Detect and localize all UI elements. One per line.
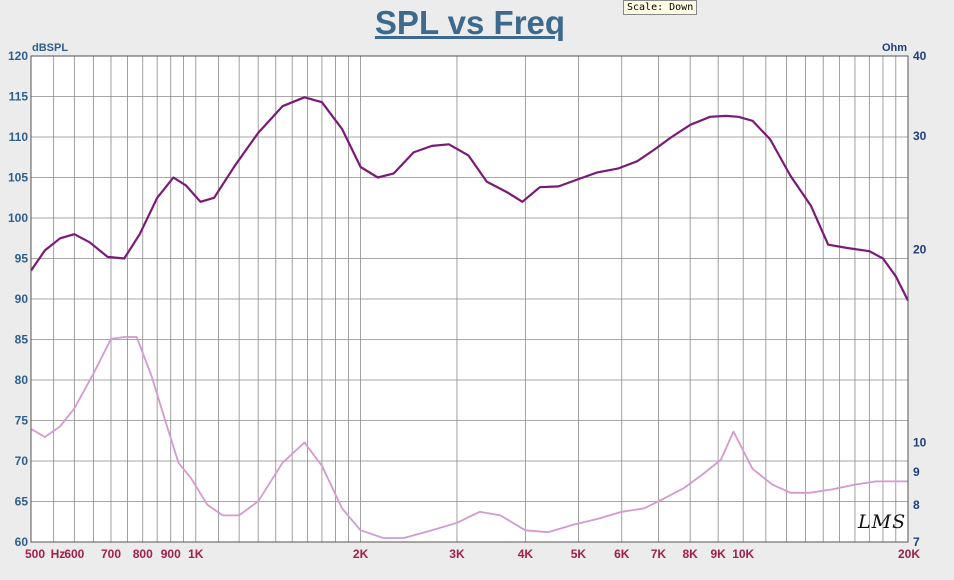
x-tick-label: 3K (449, 547, 465, 561)
y-left-tick-label: 100 (8, 211, 28, 225)
x-tick-label: Hz (51, 547, 66, 561)
x-tick-label: 8K (682, 547, 698, 561)
y-left-tick-label: 75 (15, 414, 29, 428)
y-left-tick-label: 85 (15, 333, 29, 347)
x-tick-label: 5K (571, 547, 587, 561)
x-tick-label: 4K (518, 547, 534, 561)
y-left-tick-label: 60 (15, 535, 29, 549)
y-left-tick-label: 115 (9, 90, 29, 104)
y-right-tick-label: 7 (913, 535, 920, 549)
x-tick-label: 9K (710, 547, 726, 561)
y-right-tick-label: 9 (913, 465, 920, 479)
scale-badge: Scale: Down (623, 0, 698, 15)
x-tick-label: 7K (651, 547, 667, 561)
y-left-tick-label: 70 (15, 454, 29, 468)
y-right-tick-label: 40 (913, 49, 927, 63)
y-left-tick-label: 110 (9, 130, 29, 144)
y-left-tick-label: 90 (15, 292, 29, 306)
x-tick-label: 2K (353, 547, 369, 561)
plot-border (30, 55, 909, 543)
y-left-tick-label: 105 (8, 171, 28, 185)
y-left-tick-label: 120 (8, 49, 28, 63)
series-line-impedance (30, 336, 908, 539)
y-right-unit-label: Ohm (882, 42, 907, 54)
x-tick-label: 600 (64, 547, 84, 561)
chart-title: SPL vs Freq (374, 4, 566, 41)
x-tick-label: 700 (101, 547, 121, 561)
y-right-tick-label: 10 (913, 436, 927, 450)
x-tick-label: 1K (188, 547, 204, 561)
x-tick-label: 20K (898, 547, 920, 561)
x-tick-label: 500 (25, 547, 45, 561)
y-left-unit-label: dBSPL (32, 42, 68, 54)
x-tick-label: 900 (161, 547, 181, 561)
series-line-spl (30, 96, 909, 302)
x-tick-label: 800 (133, 547, 153, 561)
y-left-tick-label: 65 (15, 495, 29, 509)
y-left-tick-label: 80 (15, 373, 29, 387)
y-left-tick-label: 95 (15, 252, 29, 266)
y-right-tick-label: 20 (913, 242, 927, 256)
y-right-tick-label: 30 (913, 129, 927, 143)
grid-lines (30, 55, 909, 543)
axis-labels: 60 65 70 75 80 85 90 95 100 105 110 115 120 dBSPL 7 8 9 1… (8, 42, 927, 561)
lms-watermark: LMS (858, 511, 907, 533)
x-tick-label: 10K (732, 547, 754, 561)
y-right-tick-label: 8 (913, 498, 920, 512)
x-tick-label: 6K (614, 547, 630, 561)
series-lines (30, 96, 909, 539)
